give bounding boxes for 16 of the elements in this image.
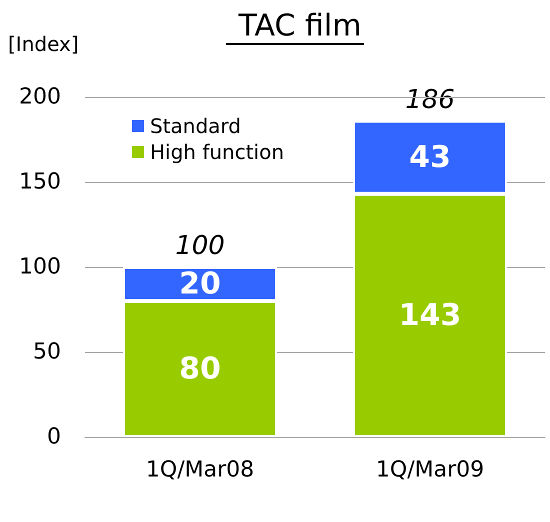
y-tick-label: 0	[47, 424, 61, 450]
y-tick-label: 100	[19, 254, 61, 280]
y-tick-label: 50	[33, 340, 61, 364]
legend-label: Standard	[150, 114, 241, 138]
total-label: 100	[175, 231, 225, 261]
y-axis-title: [Index]	[8, 32, 79, 56]
legend-label: High function	[150, 140, 284, 164]
x-tick-label: 1Q/Mar08	[146, 458, 254, 482]
chart-title: TAC film	[238, 8, 362, 44]
data-label: 20	[179, 266, 221, 302]
data-label: 143	[398, 298, 462, 333]
data-label: 80	[179, 352, 221, 386]
y-tick-label: 150	[19, 170, 61, 194]
y-tick-label: 200	[19, 84, 61, 110]
x-tick-label: 1Q/Mar09	[376, 458, 484, 482]
data-label: 43	[409, 140, 451, 175]
